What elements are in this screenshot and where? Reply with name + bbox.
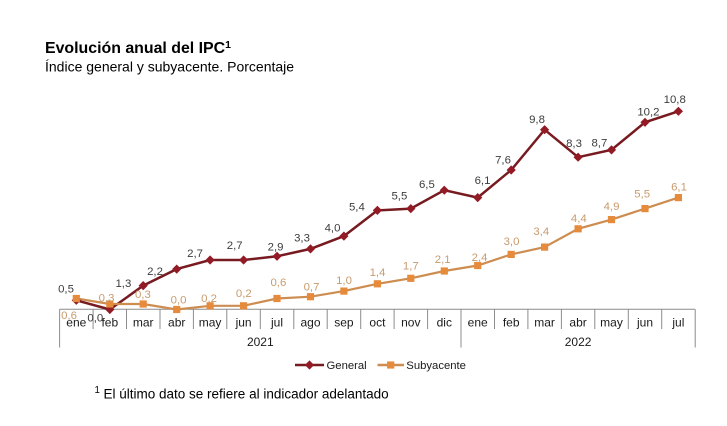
svg-text:0,3: 0,3 [135,289,151,301]
svg-text:ago: ago [300,315,320,329]
svg-text:0,6: 0,6 [270,277,286,289]
svg-text:ene: ene [66,315,86,329]
svg-text:dic: dic [437,315,452,329]
svg-text:10,2: 10,2 [637,106,659,118]
svg-text:may: may [600,315,623,329]
svg-text:8,7: 8,7 [591,137,607,149]
svg-text:0,0: 0,0 [87,313,103,325]
svg-text:5,4: 5,4 [349,202,365,214]
svg-text:Subyacente: Subyacente [406,360,466,372]
svg-text:jul: jul [270,315,283,329]
svg-text:10,8: 10,8 [664,94,686,106]
svg-text:6,1: 6,1 [475,175,491,187]
svg-text:may: may [199,315,222,329]
svg-text:oct: oct [369,315,386,329]
svg-text:9,8: 9,8 [529,114,545,126]
svg-text:mar: mar [534,315,555,329]
svg-text:jun: jun [636,315,653,329]
svg-text:abr: abr [569,315,586,329]
svg-text:0,5: 0,5 [58,283,74,295]
svg-text:1: 1 [95,385,100,396]
svg-text:2,1: 2,1 [435,254,451,266]
svg-text:5,5: 5,5 [634,189,650,201]
svg-text:ene: ene [468,315,488,329]
svg-text:0,7: 0,7 [304,281,320,293]
svg-text:0,2: 0,2 [201,293,217,305]
svg-text:6,1: 6,1 [671,182,687,194]
svg-text:feb: feb [503,315,520,329]
svg-text:2,4: 2,4 [472,252,488,264]
svg-text:0,6: 0,6 [61,310,77,322]
svg-text:1,4: 1,4 [370,267,386,279]
svg-text:3,0: 3,0 [504,236,520,248]
svg-text:5,5: 5,5 [391,191,407,203]
svg-text:jul: jul [671,315,684,329]
svg-text:3,3: 3,3 [294,233,310,245]
svg-text:7,6: 7,6 [495,154,511,166]
svg-text:4,9: 4,9 [604,201,620,213]
svg-text:2022: 2022 [565,335,592,349]
svg-text:nov: nov [401,315,420,329]
svg-text:6,5: 6,5 [419,179,435,191]
svg-text:Evolución anual del IPC1: Evolución anual del IPC1 [45,39,231,57]
svg-text:sep: sep [334,315,354,329]
svg-text:0,0: 0,0 [171,294,187,306]
svg-text:1,0: 1,0 [336,275,352,287]
svg-text:abr: abr [168,315,185,329]
svg-text:3,4: 3,4 [533,226,549,238]
svg-text:mar: mar [133,315,154,329]
svg-text:El último dato se refiere al i: El último dato se refiere al indicador a… [104,386,389,401]
svg-text:jun: jun [235,315,252,329]
svg-text:Índice general y subyacente. P: Índice general y subyacente. Porcentaje [45,58,294,74]
svg-text:2,7: 2,7 [227,240,243,252]
svg-text:8,3: 8,3 [566,138,582,150]
svg-text:4,4: 4,4 [571,213,587,225]
svg-text:0,3: 0,3 [99,292,115,304]
svg-text:4,0: 4,0 [325,222,341,234]
svg-text:2021: 2021 [247,335,274,349]
svg-text:0,2: 0,2 [236,288,252,300]
svg-text:2,9: 2,9 [268,242,284,254]
svg-text:2,2: 2,2 [147,266,163,278]
svg-text:feb: feb [101,315,118,329]
svg-text:1,3: 1,3 [115,278,131,290]
svg-text:General: General [327,360,367,372]
svg-text:1,7: 1,7 [403,261,419,273]
svg-text:2,7: 2,7 [187,248,203,260]
